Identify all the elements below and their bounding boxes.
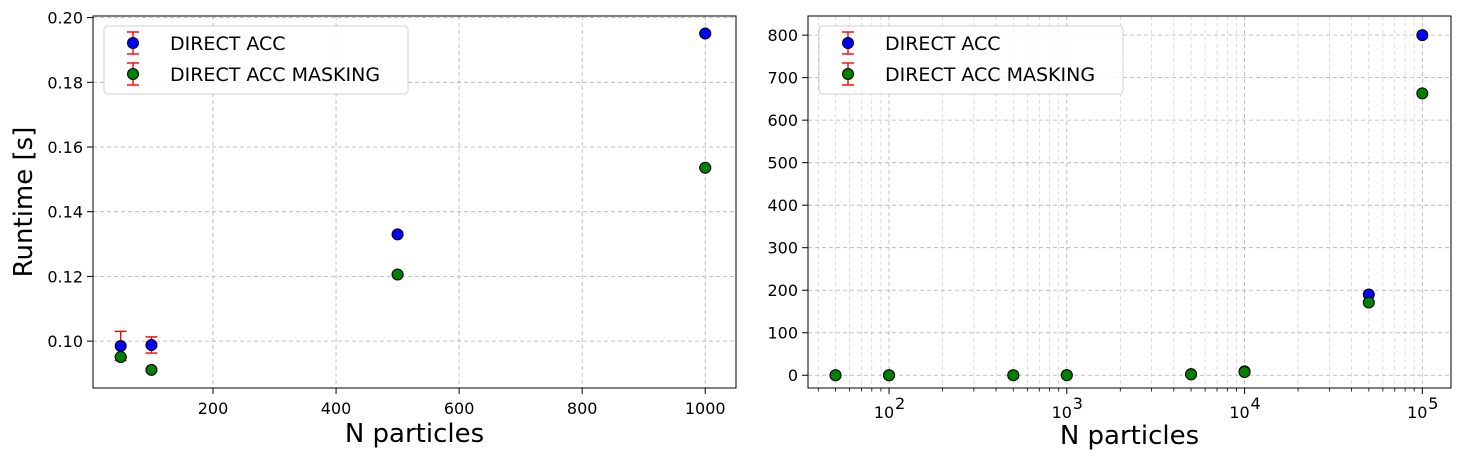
- legend-box: [103, 25, 409, 95]
- data-point-direct-acc-masking: [699, 161, 712, 174]
- data-point-direct-acc-masking: [883, 369, 896, 382]
- y-tick-label: 0.12: [47, 267, 83, 286]
- y-tick-label: 0.10: [47, 332, 83, 351]
- data-point-direct-acc-masking: [1185, 368, 1198, 381]
- legend-marker: [127, 37, 139, 49]
- legend-label: DIRECT ACC: [885, 33, 1001, 55]
- y-tick-label: 0.18: [47, 73, 83, 92]
- y-tick-label: 0.14: [47, 203, 83, 222]
- x-tick-label-exponent: 5: [1428, 394, 1438, 413]
- x-tick-label: 600: [444, 399, 475, 418]
- data-point-direct-acc-masking: [1007, 369, 1020, 382]
- y-tick-label: 500: [767, 154, 798, 173]
- x-tick-label: 400: [321, 399, 352, 418]
- data-point-direct-acc: [145, 338, 158, 351]
- x-tick-label-exponent: 3: [1073, 394, 1083, 413]
- data-point-direct-acc-masking: [1362, 296, 1375, 309]
- data-point-direct-acc-masking: [1416, 87, 1429, 100]
- y-tick-label: 800: [767, 26, 798, 45]
- data-point-direct-acc-masking: [145, 363, 158, 376]
- plot-frame: [807, 15, 1452, 389]
- x-tick-label-base: 10: [1229, 403, 1249, 422]
- legend-marker: [127, 68, 139, 80]
- data-point-direct-acc-masking: [391, 268, 404, 281]
- x-tick-label-exponent: 4: [1250, 394, 1260, 413]
- x-tick-label-base: 10: [1407, 403, 1427, 422]
- y-tick-label: 200: [767, 281, 798, 300]
- x-tick-label: 800: [567, 399, 598, 418]
- y-axis-label: Runtime [s]: [9, 127, 39, 278]
- data-point-direct-acc-masking: [829, 369, 842, 382]
- x-axis-label: N particles: [1060, 421, 1199, 451]
- y-tick-label: 0.20: [47, 9, 83, 28]
- data-point-direct-acc: [699, 27, 712, 40]
- y-tick-label: 0: [788, 366, 798, 385]
- y-tick-label: 600: [767, 111, 798, 130]
- legend-label: DIRECT ACC MASKING: [170, 64, 380, 86]
- plot-frame: [92, 15, 737, 389]
- legend-marker: [842, 68, 854, 80]
- chart-left: 200 400 600 800 1000 0.10 0.12 0.14 0.16 0.18 0.20…: [9, 9, 737, 449]
- x-tick-label-exponent: 2: [895, 394, 905, 413]
- x-tick-label-base: 10: [874, 403, 894, 422]
- x-tick-label: 1000: [685, 399, 726, 418]
- y-tick-label: 300: [767, 239, 798, 258]
- x-axis-label: N particles: [345, 419, 484, 449]
- legend-marker: [842, 37, 854, 49]
- legend-box: [818, 25, 1124, 95]
- y-tick-label: 0.16: [47, 138, 83, 157]
- x-tick-label: 200: [198, 399, 229, 418]
- y-tick-label: 400: [767, 196, 798, 215]
- data-point-direct-acc: [114, 339, 127, 352]
- y-tick-label: 700: [767, 69, 798, 88]
- data-point-direct-acc-masking: [1238, 366, 1251, 379]
- data-point-direct-acc: [391, 228, 404, 241]
- data-point-direct-acc: [1416, 29, 1429, 42]
- legend-label: DIRECT ACC: [170, 33, 286, 55]
- y-tick-label: 100: [767, 324, 798, 343]
- x-tick-label-base: 10: [1052, 403, 1072, 422]
- data-point-direct-acc-masking: [114, 350, 127, 363]
- data-point-direct-acc-masking: [1060, 369, 1073, 382]
- legend-label: DIRECT ACC MASKING: [885, 64, 1095, 86]
